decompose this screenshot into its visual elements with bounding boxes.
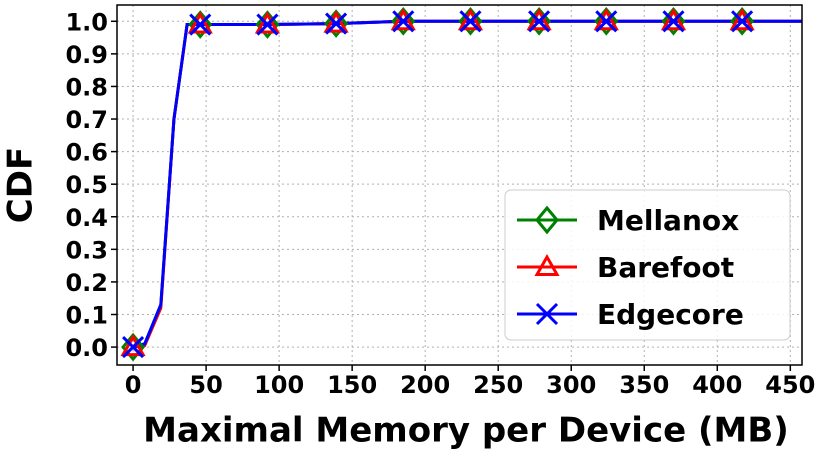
x-tick-label: 300 xyxy=(546,371,596,399)
x-tick-label: 200 xyxy=(400,371,450,399)
data-point xyxy=(189,13,212,36)
plot-frame xyxy=(116,4,803,366)
x-tick-label: 0 xyxy=(125,371,142,399)
x-tick-label: 150 xyxy=(327,371,377,399)
data-point xyxy=(325,12,348,35)
x-tick-label: 350 xyxy=(619,371,669,399)
data-point xyxy=(731,10,754,33)
data-point xyxy=(661,6,686,36)
y-axis-label: CDF xyxy=(1,147,41,223)
data-point xyxy=(595,10,618,33)
data-point xyxy=(120,334,146,357)
data-point xyxy=(392,10,415,33)
y-tick-label: 0.9 xyxy=(65,41,108,69)
data-point xyxy=(730,6,755,36)
data-point xyxy=(121,332,146,362)
y-tick-label: 0.8 xyxy=(65,73,108,101)
data-point xyxy=(457,8,484,31)
legend-label: Barefoot xyxy=(597,251,734,284)
data-point xyxy=(255,10,280,39)
data-point xyxy=(391,6,416,36)
x-tick-label: 400 xyxy=(692,371,742,399)
y-tick-label: 0.7 xyxy=(65,106,108,134)
legend-marker xyxy=(534,253,560,276)
data-point xyxy=(323,10,349,33)
legend-marker xyxy=(535,205,559,235)
data-point xyxy=(458,6,483,36)
y-tick-label: 0.2 xyxy=(65,269,108,297)
data-point xyxy=(254,11,281,34)
data-point xyxy=(527,6,552,36)
data-point xyxy=(188,10,213,39)
legend-label: Edgecore xyxy=(597,298,744,331)
data-point xyxy=(526,8,552,31)
data-point xyxy=(122,336,145,359)
data-point xyxy=(187,11,213,34)
y-tick-label: 0.5 xyxy=(65,171,108,199)
data-point xyxy=(528,10,551,33)
data-point xyxy=(390,8,416,31)
data-point xyxy=(324,9,349,38)
legend: Mellanox Barefoot Edgecore xyxy=(504,189,791,341)
y-tick-label: 0.3 xyxy=(65,236,108,264)
x-axis-label: Maximal Memory per Device (MB) xyxy=(143,411,789,451)
data-point xyxy=(729,8,755,31)
x-tick-label: 50 xyxy=(189,371,222,399)
x-tick-label: 250 xyxy=(473,371,523,399)
data-point xyxy=(593,8,619,31)
x-tick-label: 450 xyxy=(765,371,815,399)
data-point xyxy=(256,13,279,36)
data-point xyxy=(660,8,687,31)
plot-area xyxy=(120,6,802,362)
y-tick-label: 0.6 xyxy=(65,139,108,167)
y-tick-label: 0.4 xyxy=(65,204,108,232)
legend-box xyxy=(504,189,791,341)
y-tick-label: 0.0 xyxy=(65,334,108,362)
data-point xyxy=(594,6,619,36)
data-point xyxy=(459,10,482,33)
y-tick-label: 0.1 xyxy=(65,302,108,330)
data-point xyxy=(662,10,685,33)
legend-label: Mellanox xyxy=(597,204,739,237)
x-tick-label: 100 xyxy=(254,371,304,399)
legend-marker xyxy=(535,302,559,326)
y-tick-label: 1.0 xyxy=(65,8,108,36)
